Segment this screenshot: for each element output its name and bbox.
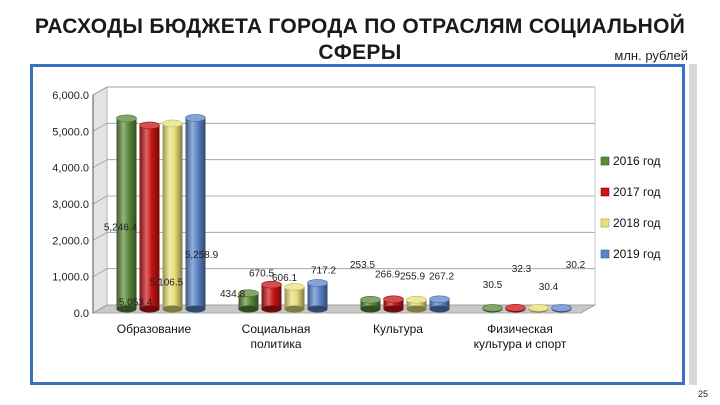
data-label: 5,106.5 <box>150 277 184 288</box>
gridline-depth <box>92 195 108 205</box>
unit-label: млн. рублей <box>614 48 688 63</box>
x-category-label: Физическая <box>487 322 553 336</box>
legend-label: 2016 год <box>613 154 661 168</box>
data-label: 253.5 <box>350 260 375 271</box>
gridline-depth <box>92 304 108 314</box>
bar-top <box>261 280 282 289</box>
legend-swatch <box>600 249 610 259</box>
bar-base <box>383 305 404 313</box>
bar-base <box>360 305 381 313</box>
bar-top <box>482 304 503 312</box>
bar-top <box>383 295 404 304</box>
gridline-depth <box>92 268 108 278</box>
bar-base <box>261 305 282 313</box>
side-accent <box>689 64 697 385</box>
data-label: 670.5 <box>249 269 274 280</box>
bar-base <box>284 305 305 313</box>
bar-top <box>162 119 183 128</box>
bar-top <box>116 114 137 123</box>
gridline-depth <box>92 86 108 96</box>
x-category-label: Социальная <box>242 322 311 336</box>
data-label: 606.1 <box>272 273 297 284</box>
bar-top <box>406 295 427 304</box>
bar-2018-год-body <box>284 286 305 309</box>
bar-base <box>238 305 259 313</box>
legend-swatch <box>600 218 610 228</box>
bar-2017-год-body <box>383 299 404 309</box>
bar-base <box>307 305 328 313</box>
bar-base <box>406 305 427 313</box>
data-label: 32.3 <box>512 264 532 275</box>
bar-top <box>185 114 206 122</box>
legend-label: 2017 год <box>613 185 661 199</box>
gridline-depth <box>92 231 108 241</box>
bar-top <box>238 289 259 298</box>
bar-base <box>185 305 206 313</box>
bar-top <box>284 283 305 291</box>
bar-2016-год-body <box>238 293 259 309</box>
x-category-label: Образование <box>117 322 192 336</box>
bar-base <box>162 305 183 313</box>
bar-base <box>116 305 137 313</box>
data-label: 5,258.9 <box>185 250 219 261</box>
bar-2019-год-body <box>429 299 450 309</box>
gridline-depth <box>92 122 108 132</box>
data-label: 30.4 <box>539 282 559 293</box>
y-tick-label: 0.0 <box>74 308 89 320</box>
legend-label: 2018 год <box>613 216 661 230</box>
bar-2018-год-body <box>162 123 183 309</box>
y-tick-label: 1,000.0 <box>52 272 89 284</box>
chart-frame: 0.0 1,000.0 2,000.0 3,000.0 4,000.0 5,000.0 6,… <box>30 64 685 385</box>
bar-2019-год-body <box>307 282 328 309</box>
bar-top <box>551 304 572 312</box>
legend-swatch <box>600 187 610 197</box>
bar-2018-год-body <box>406 299 427 309</box>
data-label: 30.2 <box>566 260 586 271</box>
chart-svg: 0.0 1,000.0 2,000.0 3,000.0 4,000.0 5,000.0 6,… <box>52 86 661 351</box>
y-tick-label: 5,000.0 <box>52 126 89 138</box>
bar-top <box>528 304 549 312</box>
y-tick-label: 2,000.0 <box>52 235 89 247</box>
data-label: 434.8 <box>220 289 245 300</box>
x-category-label: Культура <box>373 322 423 336</box>
data-label: 267.2 <box>429 271 454 282</box>
bar-top <box>360 295 381 304</box>
data-label: 30.5 <box>483 280 503 291</box>
bar-top <box>429 295 450 304</box>
bar-base <box>429 305 450 313</box>
bar-base <box>139 305 160 313</box>
bar-2016-год-body <box>360 299 381 309</box>
x-category-label: культура и спорт <box>474 337 567 351</box>
bar-2016-год-body <box>116 118 137 309</box>
bar-top <box>505 304 526 312</box>
y-tick-label: 4,000.0 <box>52 163 89 175</box>
chart-title: РАСХОДЫ БЮДЖЕТА ГОРОДА ПО ОТРАСЛЯМ СОЦИА… <box>34 15 686 64</box>
data-label: 266.9 <box>375 269 400 280</box>
page-number: 25 <box>697 389 708 399</box>
y-tick-label: 3,000.0 <box>52 199 89 211</box>
legend-swatch <box>600 156 610 166</box>
bar-2017-год-body <box>139 125 160 310</box>
data-label: 255.9 <box>400 272 425 283</box>
data-label: 5,053.4 <box>119 297 153 308</box>
y-tick-label: 6,000.0 <box>52 90 89 102</box>
x-category-label: политика <box>251 337 302 351</box>
legend-label: 2019 год <box>613 247 661 261</box>
data-label: 717.2 <box>311 265 336 276</box>
bar-top <box>139 121 160 130</box>
bar-2019-год-body <box>185 117 206 309</box>
gridline-depth <box>92 159 108 169</box>
bar-top <box>307 279 328 287</box>
bar-2017-год-body <box>261 284 282 309</box>
data-label: 5,246.4 <box>104 222 138 233</box>
